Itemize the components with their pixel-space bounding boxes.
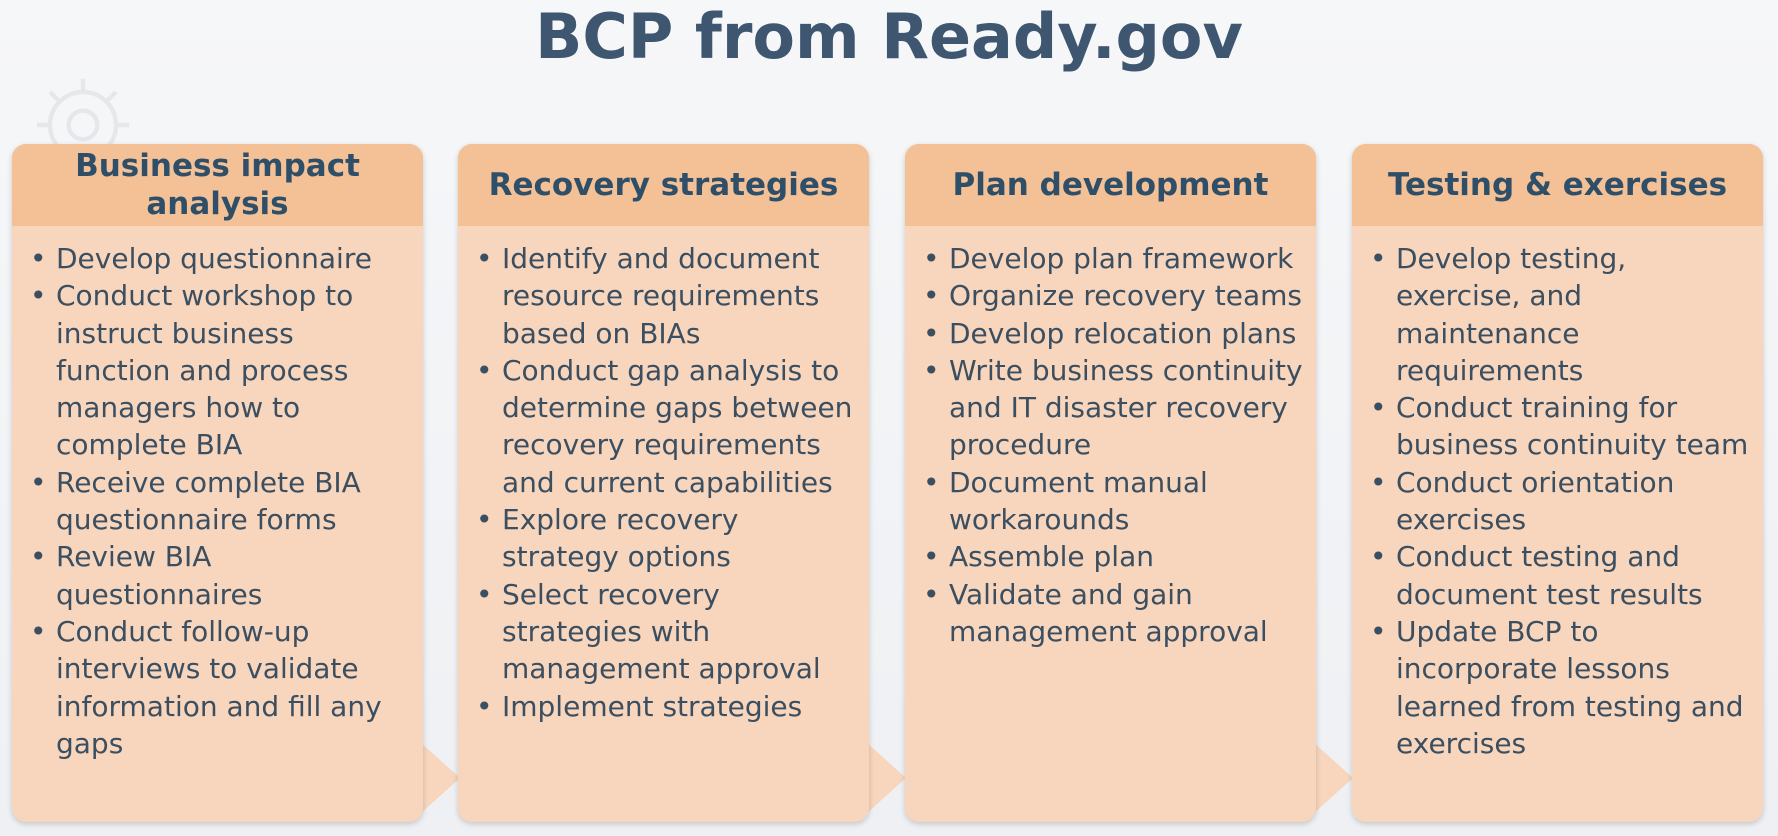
- stage-list: Develop testing, exercise, and maintenan…: [1352, 144, 1763, 762]
- flow-arrow-1: [420, 742, 460, 814]
- stage-list-item: Conduct follow-up interviews to validate…: [12, 613, 423, 762]
- stage-card-business-impact-analysis: Business impact analysis Develop questio…: [12, 144, 423, 822]
- stage-list-item: Develop plan framework: [905, 240, 1316, 278]
- stage-list-item: Assemble plan: [905, 538, 1316, 576]
- stage-list-item: Develop relocation plans: [905, 315, 1316, 353]
- stage-list-item: Receive complete BIA questionnaire forms: [12, 464, 423, 539]
- stage-list-item: Conduct workshop to instruct business fu…: [12, 277, 423, 463]
- stage-list-item: Conduct gap analysis to determine gaps b…: [458, 352, 869, 501]
- flow-arrow-2: [866, 742, 906, 814]
- stage-list-item: Write business continuity and IT disaste…: [905, 352, 1316, 464]
- page-title: BCP from Ready.gov: [535, 0, 1243, 73]
- stage-list-item: Select recovery strategies with manageme…: [458, 576, 869, 688]
- flow-arrow-3: [1313, 742, 1353, 814]
- stage-list-item: Update BCP to incorporate lessons learne…: [1352, 613, 1763, 762]
- stage-list-item: Develop questionnaire: [12, 240, 423, 278]
- stage-list-item: Develop testing, exercise, and maintenan…: [1352, 240, 1763, 389]
- stage-list-item: Validate and gain management approval: [905, 576, 1316, 651]
- stage-list: Develop questionnaireConduct workshop to…: [12, 144, 423, 762]
- stage-list-item: Organize recovery teams: [905, 277, 1316, 315]
- stage-list-item: Review BIA questionnaires: [12, 538, 423, 613]
- stage-card-testing-exercises: Testing & exercises Develop testing, exe…: [1352, 144, 1763, 822]
- stage-list-item: Explore recovery strategy options: [458, 501, 869, 576]
- stage-list-item: Conduct testing and document test result…: [1352, 538, 1763, 613]
- stage-list: Identify and document resource requireme…: [458, 144, 869, 725]
- stage-heading: Plan development: [905, 144, 1316, 226]
- stage-card-recovery-strategies: Recovery strategies Identify and documen…: [458, 144, 869, 822]
- stage-list-item: Conduct orientation exercises: [1352, 464, 1763, 539]
- stage-list-item: Conduct training for business continuity…: [1352, 389, 1763, 464]
- stage-list: Develop plan frameworkOrganize recovery …: [905, 144, 1316, 650]
- stage-heading: Recovery strategies: [458, 144, 869, 226]
- stage-heading: Business impact analysis: [12, 144, 423, 226]
- stage-list-item: Identify and document resource requireme…: [458, 240, 869, 352]
- stage-list-item: Implement strategies: [458, 688, 869, 726]
- stage-list-item: Document manual workarounds: [905, 464, 1316, 539]
- stage-heading: Testing & exercises: [1352, 144, 1763, 226]
- stage-card-plan-development: Plan development Develop plan frameworkO…: [905, 144, 1316, 822]
